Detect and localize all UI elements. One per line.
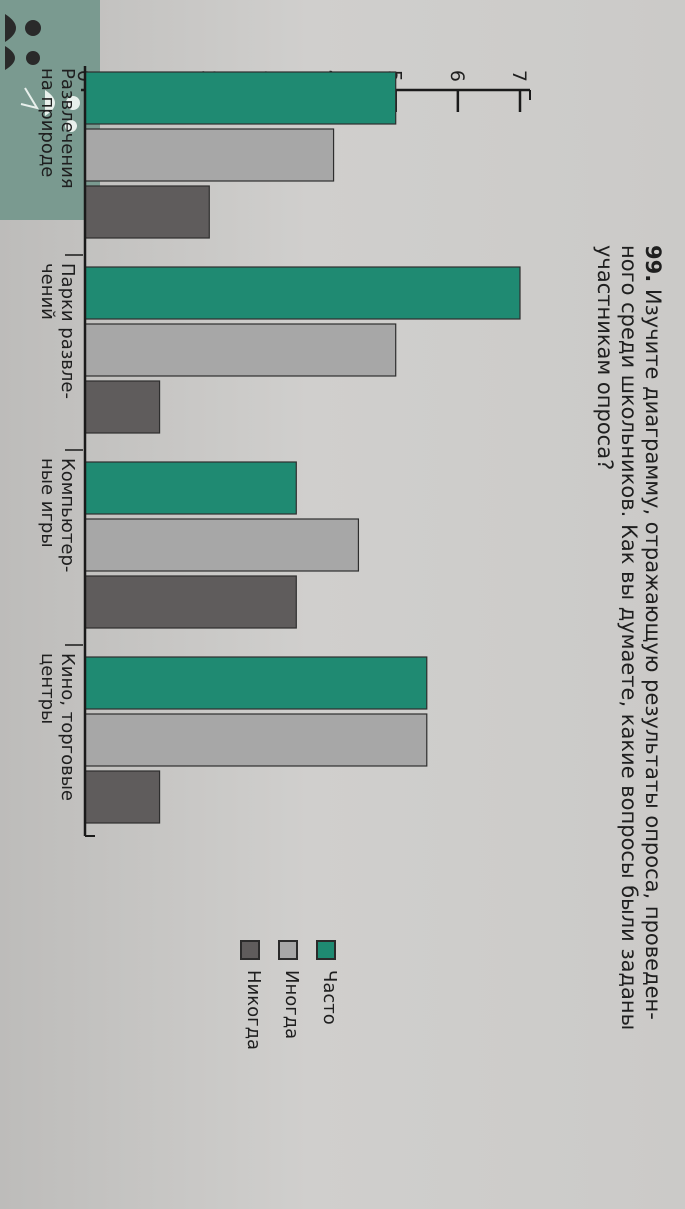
bar-sometimes — [84, 518, 360, 572]
category-label: Парки развле-чений — [37, 263, 78, 399]
bar-sometimes — [84, 128, 335, 182]
category-label: Компьютер-ные игры — [37, 458, 78, 573]
people-icon — [5, 14, 80, 132]
bar-never — [84, 575, 297, 629]
legend-swatch-often — [316, 940, 336, 960]
legend-label-sometimes: Иногда — [281, 970, 302, 1040]
category-label-line: центры — [37, 653, 58, 725]
category-label-line: на природе — [37, 68, 58, 178]
category-label: Кино, торговые центры — [37, 653, 78, 801]
category-label-line: Парки развле- — [57, 263, 78, 399]
legend-swatch-sometimes — [278, 940, 298, 960]
bar-sometimes — [84, 713, 428, 767]
legend-swatch-never — [240, 940, 260, 960]
legend-label-often: Часто — [319, 970, 340, 1025]
bar-never — [84, 185, 210, 239]
category-label-line: Компьютер- — [57, 458, 78, 573]
bar-sometimes — [84, 323, 397, 377]
category-label: Развлечения на природе — [37, 68, 78, 189]
bar-often — [84, 461, 297, 515]
category-label-line: чений — [37, 263, 58, 320]
y-tick-label: 6 — [446, 70, 468, 82]
legend-label-never: Никогда — [243, 970, 264, 1051]
bar-never — [84, 380, 161, 434]
bar-often — [84, 71, 397, 125]
category-label-line: Развлечения — [57, 68, 78, 189]
bar-often — [84, 266, 521, 320]
bar-never — [84, 770, 161, 824]
category-label-line: ные игры — [37, 458, 58, 548]
y-tick-label: 7 — [508, 70, 530, 82]
category-label-line: Кино, торговые — [57, 653, 78, 801]
bar-often — [84, 656, 428, 710]
